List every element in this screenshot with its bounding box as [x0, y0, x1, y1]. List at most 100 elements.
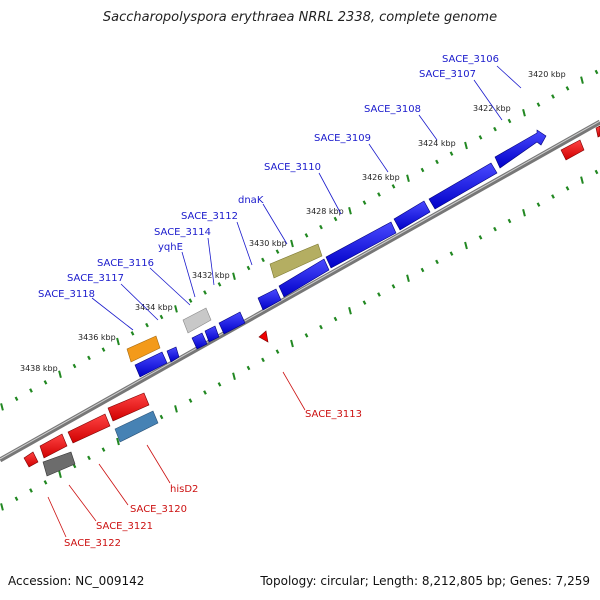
- scale-tick: [116, 337, 120, 346]
- gene-label[interactable]: SACE_3117: [67, 273, 124, 284]
- scale-tick: [174, 305, 178, 313]
- gene-block-forward[interactable]: [278, 258, 330, 298]
- gene-label[interactable]: yqhE: [158, 242, 183, 253]
- gene-block-forward[interactable]: [428, 162, 498, 210]
- scale-tick: [246, 265, 251, 271]
- gene-block-forward[interactable]: [494, 129, 547, 169]
- kbp-label: 3430 kbp: [249, 239, 287, 248]
- gene-label[interactable]: SACE_3108: [364, 104, 421, 115]
- gene-block-reverse[interactable]: [595, 125, 600, 138]
- scale-tick: [29, 388, 33, 393]
- gene-label[interactable]: SACE_3122: [64, 538, 121, 549]
- kbp-label: 3438 kbp: [20, 364, 58, 373]
- gene-label[interactable]: SACE_3106: [442, 54, 499, 65]
- gene-block-reverse[interactable]: [39, 433, 68, 459]
- kbp-label: 3420 kbp: [528, 70, 566, 79]
- gene-label[interactable]: SACE_3112: [181, 211, 238, 222]
- gene-label[interactable]: SACE_3113: [305, 409, 362, 420]
- scale-tick: [58, 370, 62, 378]
- gene-label[interactable]: SACE_3120: [130, 504, 187, 515]
- scale-tick: [188, 398, 193, 403]
- kbp-label: 3422 kbp: [473, 104, 511, 113]
- scale-tick: [391, 184, 396, 189]
- scale-tick: [464, 241, 468, 250]
- scale-tick: [507, 118, 512, 124]
- scale-tick: [319, 324, 323, 330]
- scale-tick: [435, 159, 439, 165]
- kbp-label: 3432 kbp: [192, 271, 230, 280]
- kbp-label: 3428 kbp: [306, 207, 344, 216]
- gene-block-forward[interactable]: [166, 346, 180, 363]
- scale-tick: [217, 282, 222, 287]
- scale-tick: [145, 322, 149, 328]
- scale-tick: [580, 176, 584, 184]
- scale-tick: [203, 390, 207, 395]
- scale-tick: [377, 192, 381, 197]
- forward-strand-genes: [126, 129, 547, 378]
- gene-block-reverse[interactable]: [107, 392, 150, 422]
- gene-block-forward[interactable]: [126, 335, 161, 363]
- scale-tick: [14, 396, 19, 402]
- scale-tick: [333, 216, 338, 222]
- scale-tick: [420, 267, 425, 273]
- kbp-label: 3426 kbp: [362, 173, 400, 182]
- scale-tick: [478, 135, 483, 140]
- gene-block-forward[interactable]: [182, 307, 212, 334]
- gene-label[interactable]: SACE_3118: [38, 289, 95, 300]
- scale-tick: [29, 488, 33, 493]
- accession-text: Accession: NC_009142: [8, 574, 145, 588]
- scale-tick: [130, 331, 135, 336]
- scale-tick: [580, 76, 584, 84]
- scale-tick: [377, 292, 381, 297]
- scale-tick: [275, 249, 280, 254]
- gene-block-forward[interactable]: [191, 332, 208, 350]
- gene-label[interactable]: SACE_3110: [264, 162, 321, 173]
- scale-tick: [217, 382, 222, 387]
- scale-tick: [159, 414, 164, 420]
- gene-label[interactable]: SACE_3107: [419, 69, 476, 80]
- gene-block-forward[interactable]: [134, 351, 168, 378]
- scale-tick: [72, 363, 77, 369]
- gene-label[interactable]: hisD2: [170, 484, 198, 495]
- gene-block-forward[interactable]: [218, 311, 246, 335]
- gene-block-reverse[interactable]: [114, 410, 159, 443]
- scale-tick: [188, 298, 193, 303]
- gene-label[interactable]: SACE_3121: [96, 521, 153, 532]
- gene-block-reverse[interactable]: [67, 413, 111, 444]
- gene-block-forward[interactable]: [269, 243, 323, 279]
- gene-block-reverse[interactable]: [560, 139, 585, 161]
- scale-tick: [304, 233, 309, 238]
- scale-tick: [348, 207, 352, 215]
- scale-tick: [551, 194, 555, 199]
- gene-block-forward[interactable]: [393, 200, 431, 231]
- gene-label[interactable]: dnaK: [238, 195, 264, 206]
- gene-label[interactable]: SACE_3109: [314, 133, 371, 144]
- scale-tick: [522, 109, 526, 117]
- scale-tick: [261, 257, 265, 263]
- scale-tick: [362, 300, 367, 305]
- gene-block-forward[interactable]: [257, 288, 282, 311]
- gene-label[interactable]: SACE_3114: [154, 227, 211, 238]
- scale-tick: [43, 380, 48, 385]
- scale-tick: [0, 503, 4, 511]
- gene-label[interactable]: SACE_3116: [97, 258, 154, 269]
- kbp-scale: 3420 kbp 3422 kbp 3424 kbp 3426 kbp 3428…: [20, 70, 566, 373]
- forward-gene-labels: SACE_3106 SACE_3107 SACE_3108 SACE_3109 …: [38, 54, 522, 331]
- scale-tick: [87, 455, 91, 461]
- scale-tick: [319, 224, 323, 230]
- gene-block-reverse[interactable]: [42, 451, 76, 477]
- scale-tick: [594, 69, 599, 75]
- scale-tick: [464, 141, 468, 150]
- gene-block-forward[interactable]: [325, 221, 397, 269]
- scale-tick: [406, 274, 410, 282]
- scale-tick: [246, 365, 251, 371]
- scale-tick: [203, 290, 207, 295]
- scale-tick: [449, 251, 454, 256]
- gene-block-forward[interactable]: [204, 325, 220, 343]
- scale-tick: [101, 447, 106, 452]
- gene-block-reverse[interactable]: [258, 330, 269, 343]
- scale-tick: [174, 405, 178, 413]
- scale-tick: [261, 357, 265, 363]
- gene-block-reverse[interactable]: [23, 451, 39, 468]
- scale-tick: [232, 272, 236, 280]
